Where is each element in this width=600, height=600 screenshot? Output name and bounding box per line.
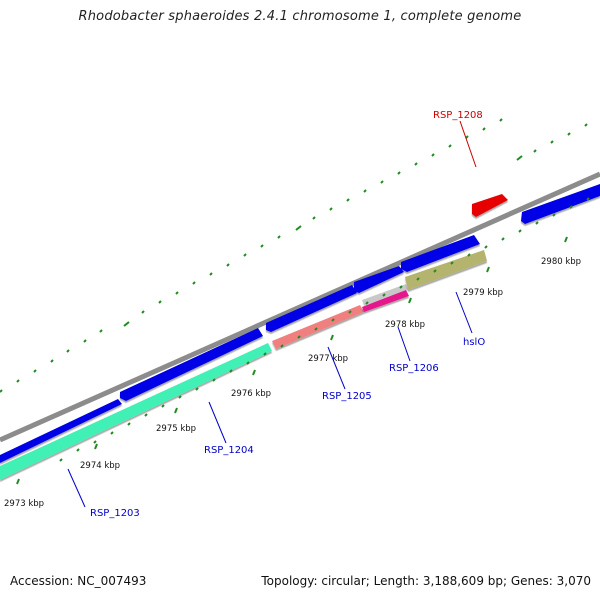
gene-rsp1203-block[interactable]	[0, 343, 272, 480]
cds-arrow[interactable]	[266, 285, 357, 332]
tick-labels: 2973 kbp 2974 kbp 2975 kbp 2976 kbp 2977…	[4, 257, 581, 509]
gene-labels: RSP_1208 RSP_1206 RSP_1205 RSP_1204 RSP_…	[90, 110, 485, 519]
gene-label-rsp1204[interactable]: RSP_1204	[204, 445, 254, 456]
cds-arrow[interactable]	[354, 266, 404, 293]
cds-arrow[interactable]	[0, 399, 122, 463]
tick-label: 2974 kbp	[80, 461, 120, 471]
gene-label-hslo[interactable]: hslO	[463, 337, 485, 348]
genome-summary-text: Topology: circular; Length: 3,188,609 bp…	[261, 574, 591, 588]
backbone-line	[0, 171, 600, 443]
gene-label-rsp1203[interactable]: RSP_1203	[90, 508, 140, 519]
gene-label-rsp1206[interactable]: RSP_1206	[389, 363, 439, 374]
inner-tick-row	[16, 197, 590, 485]
tick-label: 2977 kbp	[308, 354, 348, 364]
gene-label-rsp1205[interactable]: RSP_1205	[322, 391, 372, 402]
cds-arrow[interactable]	[401, 235, 480, 272]
tick-label: 2979 kbp	[463, 288, 503, 298]
tick-label: 2975 kbp	[156, 424, 196, 434]
map-title: Rhodobacter sphaeroides 2.4.1 chromosome…	[78, 9, 522, 24]
gene-rsp1205-block[interactable]	[272, 305, 364, 349]
gene-label-rsp1208[interactable]: RSP_1208	[433, 110, 483, 121]
cds-arrow[interactable]	[521, 184, 600, 224]
label-callouts	[67, 120, 477, 508]
tick-label: 2973 kbp	[4, 499, 44, 509]
cds-track-upper	[0, 184, 600, 463]
accession-text: Accession: NC_007493	[10, 574, 147, 588]
gene-rsp1208[interactable]	[472, 194, 508, 217]
tick-label: 2976 kbp	[231, 389, 271, 399]
tick-label: 2978 kbp	[385, 320, 425, 330]
gene-hslo-block[interactable]	[405, 250, 487, 290]
gene-rsp1206-block[interactable]	[362, 290, 409, 312]
outer-tick-row	[0, 118, 588, 393]
cds-arrow[interactable]	[120, 328, 263, 401]
tick-label: 2980 kbp	[541, 257, 581, 267]
